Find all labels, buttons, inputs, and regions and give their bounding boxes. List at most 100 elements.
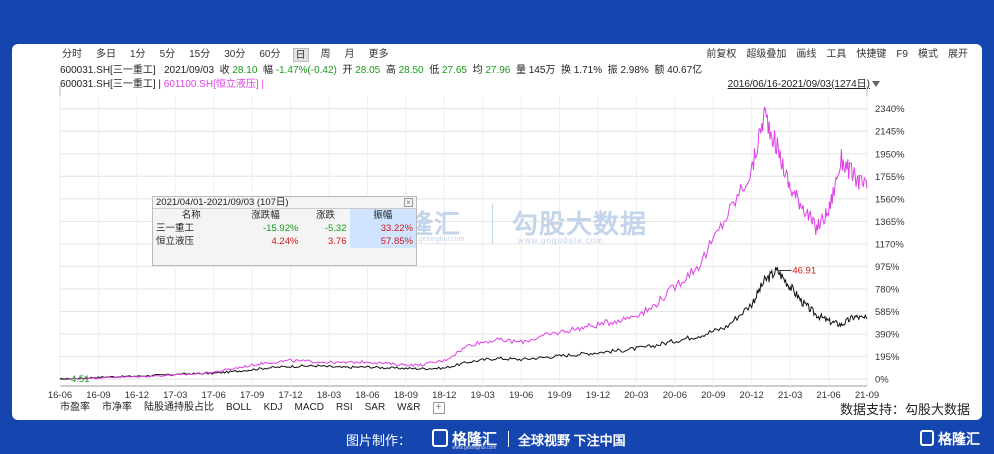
footer-brand: 格隆汇 — [452, 431, 498, 448]
indicator-tab-8[interactable]: W&R — [397, 402, 421, 413]
indicator-tab-1[interactable]: 市净率 — [102, 402, 132, 413]
quote-code: 600031.SH[三一重工] — [60, 65, 156, 76]
x-tick-label: 19-12 — [586, 390, 610, 401]
turnover-value: 1.71% — [573, 65, 603, 76]
y-tick-label: 0% — [875, 375, 889, 386]
quote-line: 600031.SH[三一重工] 2021/09/03 收 28.10 幅 -1.… — [60, 64, 702, 77]
gelonghui-logo-icon — [432, 429, 448, 447]
period-tab-7[interactable]: 日 — [292, 48, 309, 62]
x-tick-label: 21-09 — [855, 390, 879, 401]
row-pct: -15.92% — [263, 223, 299, 234]
change-label: 幅 — [262, 65, 273, 76]
tool-button-3[interactable]: 工具 — [826, 49, 847, 60]
open-label: 开 — [342, 65, 353, 76]
period-toolbar: 分时 多日 1分 5分 15分 30分 60分日周 月 更多 — [60, 48, 391, 62]
legend-series-2[interactable]: 601100.SH[恒立液压] — [163, 79, 259, 90]
indicator-tab-3[interactable]: BOLL — [226, 402, 252, 413]
period-tab-0[interactable]: 分时 — [62, 49, 82, 60]
popup-header-row: 名称 涨跌幅 涨跌 振幅 — [153, 209, 416, 222]
row-chg: 3.76 — [328, 236, 347, 247]
period-tab-10[interactable]: 更多 — [368, 49, 389, 60]
y-tick-label: 390% — [875, 330, 900, 341]
low-value: 27.65 — [441, 65, 467, 76]
turnover-label: 换 — [560, 65, 571, 76]
footer-slogan: 全球视野 下注中国 — [518, 433, 626, 448]
date-range-selector[interactable]: 2016/06/16-2021/09/03(1274日) — [727, 79, 870, 90]
indicator-tab-4[interactable]: KDJ — [263, 402, 283, 413]
tool-button-4[interactable]: 快捷键 — [856, 49, 887, 60]
y-axis: 2340% 2145% 1950% 1755% 1560% 1365% 1170% 975% 7… — [875, 104, 905, 385]
x-tick-label: 18-09 — [394, 390, 418, 401]
x-tick-label: 20-09 — [701, 390, 725, 401]
y-tick-label: 1560% — [875, 194, 905, 205]
period-tab-2[interactable]: 1分 — [130, 49, 146, 60]
y-tick-label: 195% — [875, 352, 900, 363]
y-tick-label: 1170% — [875, 239, 904, 250]
amplitude-value: 2.98% — [620, 65, 649, 76]
popup-table: 名称 涨跌幅 涨跌 振幅 三一重工 -15.92% -5.32 33.22% 恒… — [153, 209, 416, 248]
watermark-divider — [492, 204, 493, 244]
close-icon[interactable]: × — [404, 198, 413, 207]
data-support-label: 数据支持：勾股大数据 — [839, 402, 970, 417]
close-label: 收 — [219, 65, 230, 76]
indicator-tab-0[interactable]: 市盈率 — [60, 402, 90, 413]
tool-button-2[interactable]: 画线 — [796, 49, 817, 60]
vol-label: 量 — [515, 65, 526, 76]
tool-button-6[interactable]: 模式 — [918, 49, 938, 60]
indicator-tab-2[interactable]: 陆股通持股占比 — [144, 402, 214, 413]
period-tab-6[interactable]: 60分 — [259, 49, 281, 60]
amount-label: 额 — [654, 65, 665, 76]
row-chg: -5.32 — [324, 223, 347, 234]
legend-series-1[interactable]: 600031.SH[三一重工] — [60, 79, 156, 90]
x-tick-label: 21-03 — [778, 390, 802, 401]
indicator-tab-6[interactable]: RSI — [335, 402, 353, 413]
footer-right-brand: 格隆汇 — [938, 431, 980, 447]
col-header-name: 名称 — [181, 210, 201, 221]
tool-button-1[interactable]: 超级叠加 — [746, 49, 787, 60]
period-tab-9[interactable]: 月 — [344, 49, 355, 60]
popup-header: 2021/04/01-2021/09/03 (107日) × — [153, 197, 416, 209]
period-tab-1[interactable]: 多日 — [96, 49, 116, 60]
chevron-down-icon[interactable] — [872, 81, 880, 87]
x-tick-label: 20-12 — [740, 390, 764, 401]
period-tab-8[interactable]: 周 — [320, 49, 331, 60]
right-toolbar: 前复权 超级叠加 画线 工具 快捷键 F9 模式 展开 — [706, 48, 968, 62]
y-tick-label: 975% — [875, 262, 900, 273]
annotation-low-label: 4.51 — [71, 374, 90, 385]
tool-button-7[interactable]: 展开 — [948, 49, 968, 60]
series-lines — [59, 106, 868, 381]
open-value: 28.05 — [355, 65, 381, 76]
col-header-amp: 振幅 — [349, 209, 416, 222]
row-amp: 33.22% — [349, 222, 416, 235]
x-tick-label: 17-03 — [163, 390, 187, 401]
footer: 图片制作： 格隆汇 www.gelonghui.com 全球视野 下注中国 格隆… — [0, 424, 994, 454]
period-tab-3[interactable]: 5分 — [159, 49, 176, 60]
amount-value: 40.67亿 — [667, 65, 703, 76]
tool-button-5[interactable]: F9 — [896, 49, 908, 60]
footer-made-by: 图片制作： — [346, 433, 412, 448]
watermark-brand-2: 勾股大数据 — [512, 209, 648, 239]
vol-value: 145万 — [528, 65, 556, 76]
gelonghui-logo-icon — [920, 430, 934, 446]
popup-title: 2021/04/01-2021/09/03 (107日) — [156, 197, 289, 208]
tool-button-0[interactable]: 前复权 — [706, 49, 737, 60]
x-tick-label: 20-06 — [663, 390, 687, 401]
indicator-tab-7[interactable]: SAR — [364, 402, 386, 413]
period-tab-4[interactable]: 15分 — [189, 49, 211, 60]
col-header-pct: 涨跌幅 — [251, 210, 280, 221]
legend-separator: | — [158, 79, 161, 90]
y-tick-label: 780% — [875, 284, 900, 295]
add-indicator-button[interactable]: + — [432, 402, 445, 414]
x-tick-label: 16-06 — [48, 390, 72, 401]
interval-stats-popup[interactable]: 2021/04/01-2021/09/03 (107日) × 名称 涨跌幅 涨跌… — [152, 196, 417, 266]
annotations: 46.91 4.51 — [60, 265, 816, 385]
series-line-0 — [59, 266, 868, 381]
period-tab-5[interactable]: 30分 — [224, 49, 246, 60]
indicator-tab-5[interactable]: MACD — [294, 402, 324, 413]
series-line-1 — [59, 106, 868, 381]
x-tick-label: 18-06 — [355, 390, 379, 401]
table-row: 恒立液压 4.24% 3.76 57.85% — [153, 235, 416, 248]
x-tick-label: 18-12 — [432, 390, 456, 401]
watermark-brand-2-url: www.gogudata.com — [518, 236, 604, 245]
x-tick-label: 20-03 — [624, 390, 648, 401]
